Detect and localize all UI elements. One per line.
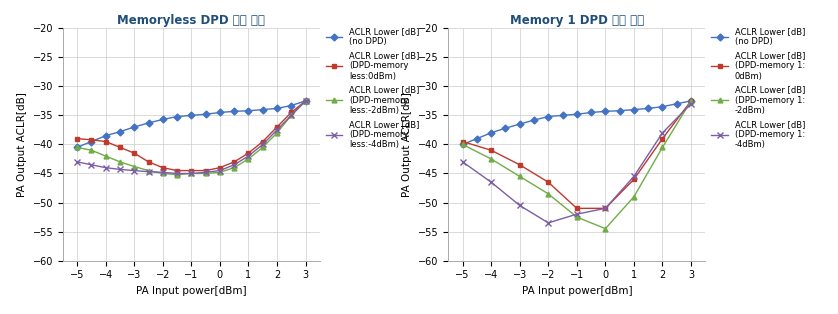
Y-axis label: PA Output ACLR[dB]: PA Output ACLR[dB] <box>402 92 412 197</box>
Legend: ACLR Lower [dB]
(no DPD), ACLR Lower [dB]
(DPD-memory 1:
0dBm), ACLR Lower [dB]
: ACLR Lower [dB] (no DPD), ACLR Lower [dB… <box>708 24 809 153</box>
Title: Memoryless DPD 적용 성능: Memoryless DPD 적용 성능 <box>117 14 266 27</box>
Y-axis label: PA Output ACLR[dB]: PA Output ACLR[dB] <box>17 92 27 197</box>
X-axis label: PA Input power[dBm]: PA Input power[dBm] <box>521 286 632 296</box>
Title: Memory 1 DPD 적용 성능: Memory 1 DPD 적용 성능 <box>510 14 644 27</box>
Legend: ACLR Lower [dB]
(no DPD), ACLR Lower [dB]
(DPD-memory
less:0dBm), ACLR Lower [dB: ACLR Lower [dB] (no DPD), ACLR Lower [dB… <box>323 24 423 153</box>
X-axis label: PA Input power[dBm]: PA Input power[dBm] <box>136 286 246 296</box>
